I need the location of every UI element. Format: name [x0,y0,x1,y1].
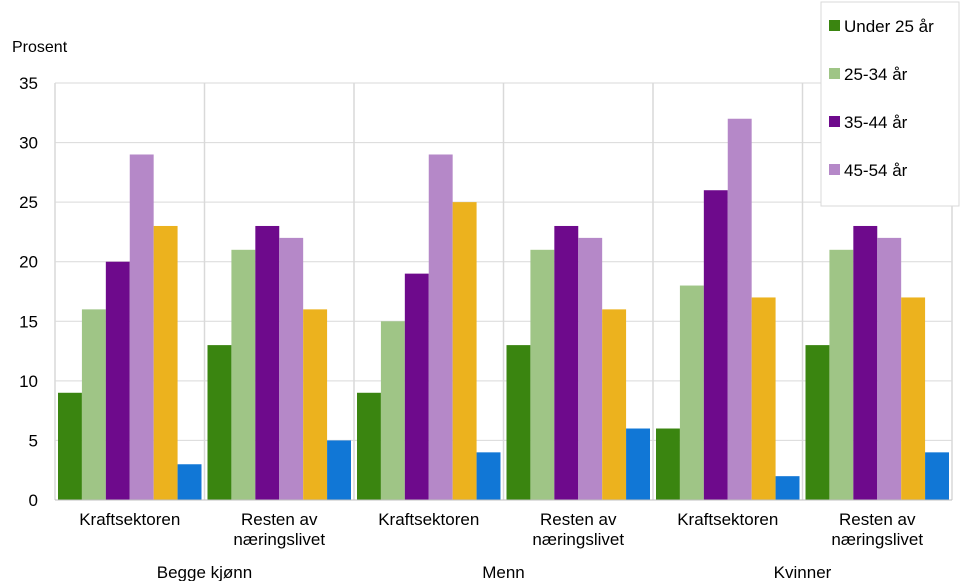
bar [177,464,202,500]
x-tick-label: Resten av [540,510,617,529]
bar [925,452,949,500]
y-tick-label: 35 [19,74,38,93]
y-axis-label: Prosent [12,39,68,56]
x-group-label: Menn [482,563,525,581]
y-tick-label: 25 [19,193,38,212]
legend: Under 25 år 25-34 år 35-44 år 45-54 år [820,1,960,207]
bar [679,285,704,500]
x-group-label: Begge kjønn [157,563,252,581]
x-tick-label: Kraftsektoren [378,510,479,529]
bar [58,392,82,500]
bar [506,345,531,500]
bar [81,309,106,500]
bar [380,321,405,500]
x-tick-label: næringslivet [233,530,325,549]
legend-label: 25-34 år [844,65,908,84]
bars [58,118,949,500]
bar [476,452,501,500]
y-tick-label: 30 [19,134,38,153]
bar [829,249,854,500]
bar [775,476,800,500]
y-tick-label: 5 [29,431,38,450]
legend-swatch [829,20,840,31]
y-tick-label: 15 [19,312,38,331]
legend-swatch [829,164,840,175]
legend-label: Under 25 år [844,17,934,36]
y-tick-label: 0 [29,491,38,510]
bar [727,118,752,500]
bar [751,297,776,500]
x-tick-label: Kraftsektoren [79,510,180,529]
bar [602,309,627,500]
x-tick-label: Kraftsektoren [677,510,778,529]
bar [357,392,381,500]
bar [129,154,154,500]
bar [153,225,178,500]
x-tick-label: Resten av [241,510,318,529]
bar [877,237,902,500]
bar [404,273,429,500]
bar [231,249,256,500]
bar [327,440,351,500]
bar [428,154,453,500]
bar [207,345,232,500]
x-group-label: Kvinner [774,563,832,581]
bar [853,225,878,500]
bar [303,309,328,500]
legend-box [820,1,960,207]
y-tick-label: 20 [19,253,38,272]
bar [105,261,130,500]
bar [626,428,650,500]
legend-label: 45-54 år [844,161,908,180]
bar [554,225,579,500]
bar [255,225,280,500]
legend-swatch [829,68,840,79]
bar [279,237,304,500]
x-tick-label: næringslivet [532,530,624,549]
bar [703,190,728,500]
grid [54,82,953,500]
bar [452,202,477,500]
bar [656,428,680,500]
legend-label: 35-44 år [844,113,908,132]
bar [901,297,926,500]
x-tick-label: Resten av [839,510,916,529]
legend-swatch [829,116,840,127]
y-tick-label: 10 [19,372,38,391]
bar [530,249,555,500]
bar [805,345,830,500]
x-tick-label: næringslivet [831,530,923,549]
bar [578,237,603,500]
